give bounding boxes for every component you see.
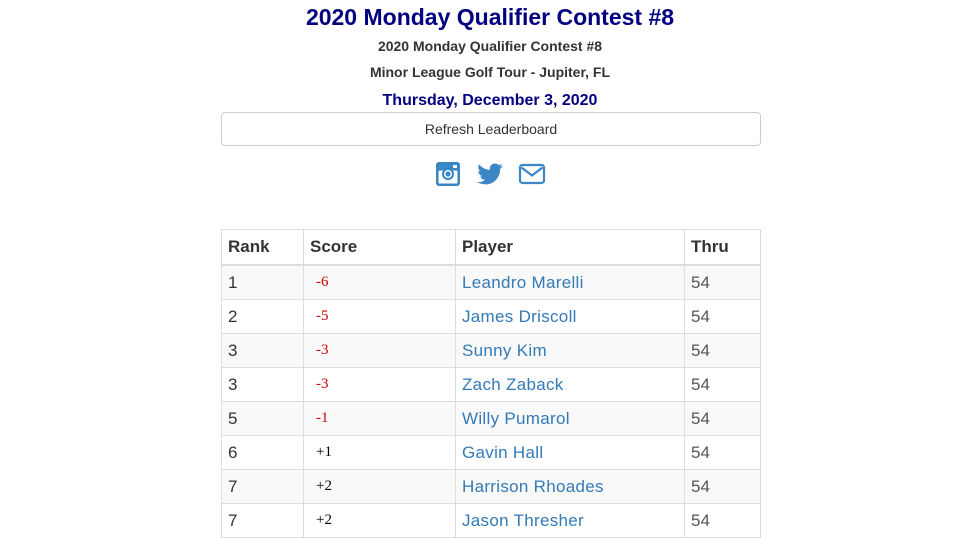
rank-cell: 3: [221, 333, 304, 368]
twitter-link[interactable]: [476, 160, 504, 188]
table-row: 7 +2 Jason Thresher 54: [221, 503, 761, 538]
rank-cell: 2: [221, 299, 304, 334]
table-row: 1 -6 Leandro Marelli 54: [221, 264, 761, 300]
table-header-row: Rank Score Player Thru: [221, 229, 761, 266]
player-link[interactable]: Jason Thresher: [462, 510, 585, 530]
player-link[interactable]: Harrison Rhoades: [462, 476, 604, 496]
social-links: [0, 160, 980, 188]
twitter-icon: [477, 163, 503, 185]
score-cell: -5: [303, 299, 456, 334]
player-link[interactable]: Willy Pumarol: [462, 408, 570, 428]
thru-cell: 54: [684, 264, 761, 300]
score-cell: +1: [303, 435, 456, 470]
contest-subtitle: 2020 Monday Qualifier Contest #8: [377, 38, 603, 54]
player-cell: Sunny Kim: [455, 333, 685, 368]
rank-cell: 7: [221, 503, 304, 538]
thru-cell: 54: [684, 367, 761, 402]
player-cell: Harrison Rhoades: [455, 469, 685, 504]
column-header-score[interactable]: Score: [303, 229, 456, 266]
table-row: 5 -1 Willy Pumarol 54: [221, 401, 761, 436]
score-cell: +2: [303, 469, 456, 504]
player-link[interactable]: Sunny Kim: [462, 340, 547, 360]
rank-cell: 6: [221, 435, 304, 470]
player-link[interactable]: James Driscoll: [462, 306, 577, 326]
score-cell: -3: [303, 333, 456, 368]
table-row: 6 +1 Gavin Hall 54: [221, 435, 761, 470]
rank-cell: 7: [221, 469, 304, 504]
score-cell: -1: [303, 401, 456, 436]
thru-cell: 54: [684, 299, 761, 334]
score-cell: +2: [303, 503, 456, 538]
thru-cell: 54: [684, 503, 761, 538]
score-cell: -6: [303, 264, 456, 300]
thru-cell: 54: [684, 401, 761, 436]
column-header-thru[interactable]: Thru: [684, 229, 761, 266]
thru-cell: 54: [684, 333, 761, 368]
rank-cell: 5: [221, 401, 304, 436]
player-cell: Willy Pumarol: [455, 401, 685, 436]
table-row: 7 +2 Harrison Rhoades 54: [221, 469, 761, 504]
column-header-player[interactable]: Player: [455, 229, 685, 266]
player-cell: Jason Thresher: [455, 503, 685, 538]
email-icon: [518, 163, 546, 185]
page-title: 2020 Monday Qualifier Contest #8: [305, 4, 675, 30]
email-link[interactable]: [518, 160, 546, 188]
instagram-link[interactable]: [434, 160, 462, 188]
player-cell: Gavin Hall: [455, 435, 685, 470]
column-header-rank[interactable]: Rank: [221, 229, 304, 266]
player-cell: Zach Zaback: [455, 367, 685, 402]
tour-location: Minor League Golf Tour - Jupiter, FL: [369, 64, 611, 80]
player-link[interactable]: Gavin Hall: [462, 442, 544, 462]
rank-cell: 3: [221, 367, 304, 402]
table-row: 3 -3 Zach Zaback 54: [221, 367, 761, 402]
table-row: 3 -3 Sunny Kim 54: [221, 333, 761, 368]
score-cell: -3: [303, 367, 456, 402]
player-link[interactable]: Zach Zaback: [462, 374, 564, 394]
player-cell: James Driscoll: [455, 299, 685, 334]
table-row: 2 -5 James Driscoll 54: [221, 299, 761, 334]
instagram-icon: [436, 162, 460, 186]
player-link[interactable]: Leandro Marelli: [462, 272, 584, 292]
refresh-leaderboard-button[interactable]: Refresh Leaderboard: [221, 112, 761, 146]
event-date: Thursday, December 3, 2020: [382, 92, 598, 109]
thru-cell: 54: [684, 469, 761, 504]
leaderboard-table: Rank Score Player Thru 1 -6 Leandro Marell…: [221, 229, 761, 538]
rank-cell: 1: [221, 264, 304, 300]
player-cell: Leandro Marelli: [455, 264, 685, 300]
thru-cell: 54: [684, 435, 761, 470]
